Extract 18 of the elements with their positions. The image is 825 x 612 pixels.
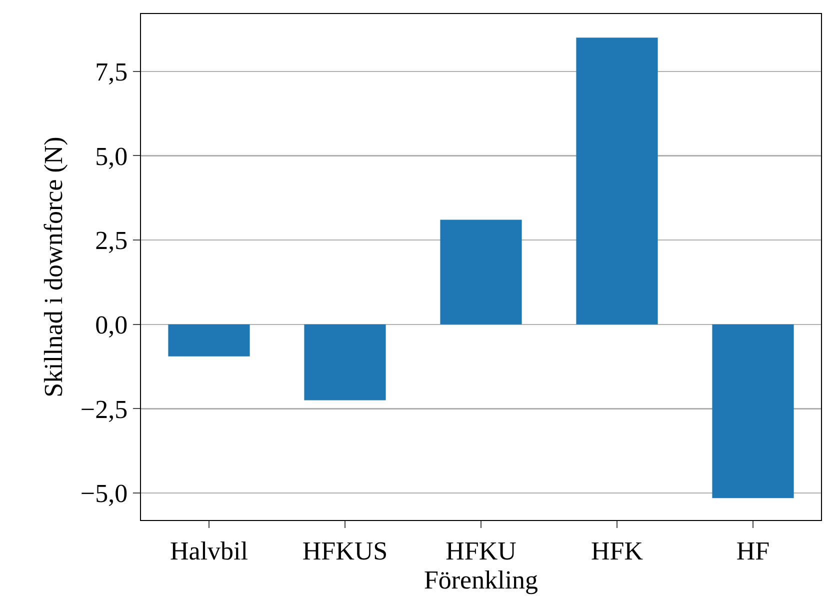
- bar: [712, 324, 794, 498]
- x-tick-label: HF: [736, 536, 770, 566]
- x-tick-label: HFKUS: [302, 536, 388, 566]
- y-tick-label: 7,5: [95, 57, 128, 86]
- bar: [304, 324, 386, 400]
- y-tick-label: −2,5: [80, 394, 128, 424]
- y-tick-label: 0,0: [95, 310, 128, 340]
- x-axis-title: Förenkling: [424, 565, 538, 594]
- x-tick-label: HFKU: [446, 536, 517, 566]
- x-tick-label: Halvbil: [170, 536, 248, 566]
- x-tick-label: HFK: [590, 536, 644, 566]
- y-tick-label: 2,5: [95, 226, 128, 256]
- bar: [576, 38, 658, 324]
- y-tick-label: −5,0: [80, 479, 128, 508]
- y-tick-label: 5,0: [95, 142, 128, 171]
- y-axis-title: Skillnad i downforce (N): [38, 136, 68, 398]
- bar: [440, 220, 522, 324]
- bar: [168, 324, 250, 356]
